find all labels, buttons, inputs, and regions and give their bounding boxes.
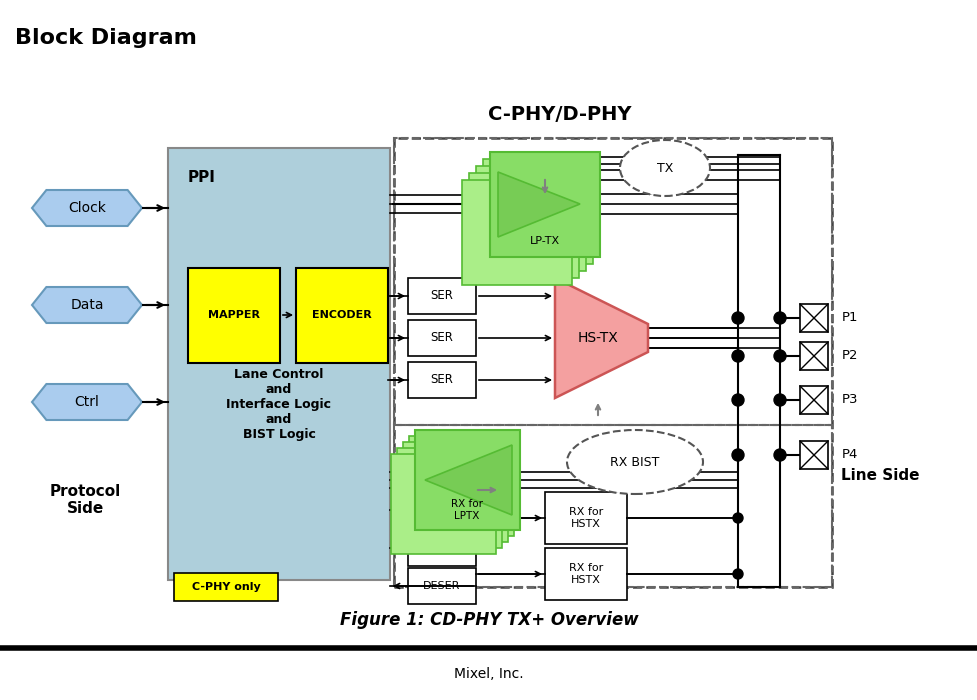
Bar: [461, 180, 572, 285]
Text: Data: Data: [70, 298, 104, 312]
Ellipse shape: [619, 140, 709, 196]
Bar: [397, 448, 501, 548]
Bar: [489, 152, 599, 257]
Text: C-PHY only: C-PHY only: [191, 582, 260, 592]
Bar: [414, 430, 520, 530]
Bar: [407, 568, 476, 604]
Text: Protocol
Side: Protocol Side: [49, 484, 120, 516]
Bar: [296, 268, 388, 363]
Text: Lane Control
and
Interface Logic
and
BIST Logic: Lane Control and Interface Logic and BIS…: [227, 368, 331, 442]
Bar: [168, 148, 390, 580]
Bar: [476, 166, 585, 271]
Circle shape: [773, 312, 786, 324]
Text: RX for
LPTX: RX for LPTX: [450, 499, 483, 521]
Bar: [407, 492, 476, 528]
Bar: [394, 425, 831, 587]
Bar: [483, 159, 592, 264]
Circle shape: [732, 513, 743, 523]
Bar: [469, 173, 578, 278]
Text: P3: P3: [841, 393, 858, 407]
Text: RX for
HSTX: RX for HSTX: [569, 564, 603, 584]
Bar: [403, 442, 507, 542]
Bar: [407, 278, 476, 314]
Bar: [407, 530, 476, 566]
Ellipse shape: [567, 430, 702, 494]
Text: DESER: DESER: [423, 543, 460, 553]
Bar: [391, 454, 495, 554]
Bar: [544, 548, 626, 600]
Bar: [407, 362, 476, 398]
Text: RX BIST: RX BIST: [610, 456, 659, 468]
Text: Clock: Clock: [68, 201, 106, 215]
Bar: [407, 320, 476, 356]
Text: Figure 1: CD-PHY TX+ Overview: Figure 1: CD-PHY TX+ Overview: [339, 611, 638, 629]
Text: P2: P2: [841, 349, 858, 363]
Text: MAPPER: MAPPER: [208, 310, 260, 320]
Circle shape: [773, 394, 786, 406]
Text: ENCODER: ENCODER: [312, 310, 371, 320]
Text: SER: SER: [430, 290, 453, 302]
Polygon shape: [32, 287, 142, 323]
Bar: [174, 573, 277, 601]
Polygon shape: [554, 278, 648, 398]
Text: Line Side: Line Side: [840, 468, 918, 482]
Circle shape: [731, 312, 743, 324]
Polygon shape: [425, 445, 512, 515]
Text: DESER: DESER: [423, 505, 460, 515]
Circle shape: [731, 394, 743, 406]
Text: Ctrl: Ctrl: [74, 395, 100, 409]
Bar: [799, 386, 828, 414]
Bar: [188, 268, 279, 363]
Text: SER: SER: [430, 332, 453, 344]
Circle shape: [731, 449, 743, 461]
Circle shape: [773, 449, 786, 461]
Bar: [799, 304, 828, 332]
Polygon shape: [32, 190, 142, 226]
Polygon shape: [32, 384, 142, 420]
Text: DESER: DESER: [423, 581, 460, 591]
Text: Mixel, Inc.: Mixel, Inc.: [453, 667, 524, 681]
Text: Block Diagram: Block Diagram: [15, 28, 196, 48]
Polygon shape: [497, 172, 579, 237]
Text: C-PHY/D-PHY: C-PHY/D-PHY: [488, 106, 631, 125]
Text: LP-TX: LP-TX: [530, 236, 560, 246]
Circle shape: [731, 350, 743, 362]
Text: SER: SER: [430, 374, 453, 386]
Text: TX: TX: [657, 162, 672, 174]
Bar: [408, 436, 514, 536]
Bar: [799, 342, 828, 370]
Bar: [394, 138, 831, 587]
Text: P1: P1: [841, 312, 858, 325]
Bar: [544, 492, 626, 544]
Text: P4: P4: [841, 449, 857, 461]
Bar: [394, 138, 831, 425]
Text: HS-TX: HS-TX: [577, 331, 617, 345]
Bar: [799, 441, 828, 469]
Text: RX for
HSTX: RX for HSTX: [569, 508, 603, 528]
Circle shape: [773, 350, 786, 362]
Text: PPI: PPI: [188, 171, 216, 186]
Circle shape: [732, 569, 743, 579]
